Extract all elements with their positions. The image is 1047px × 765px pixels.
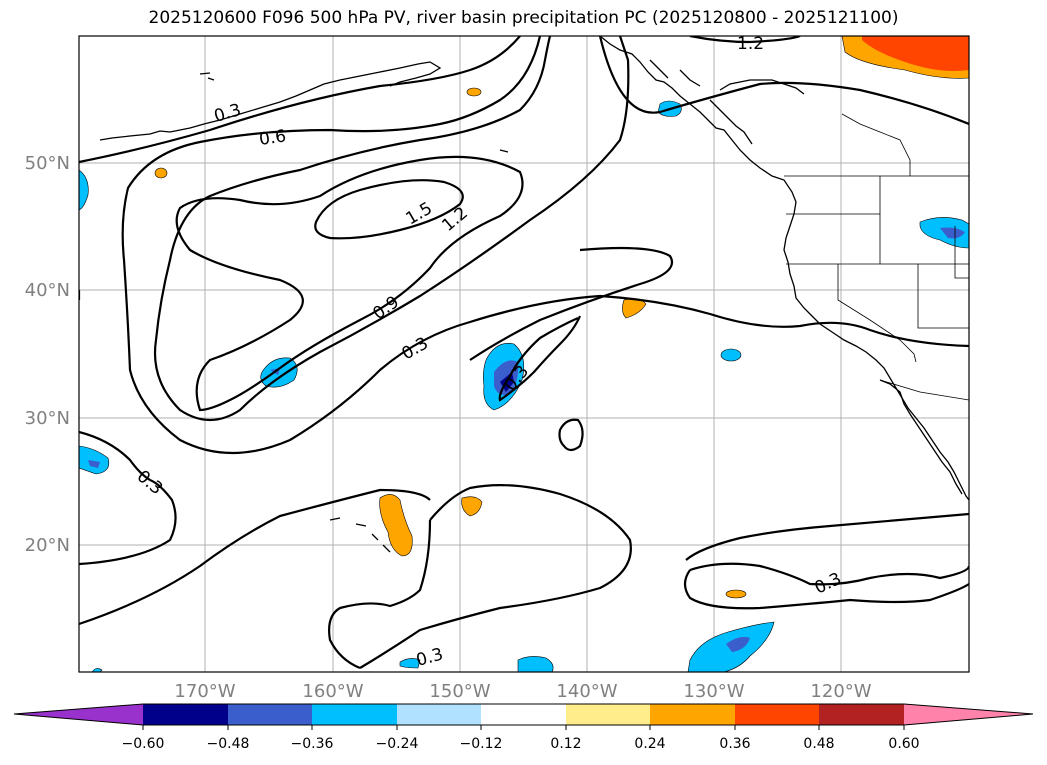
colorbar-tick-label: 0.12	[550, 736, 581, 752]
map-title: 2025120600 F096 500 hPa PV, river basin …	[148, 8, 899, 28]
colorbar-tick-label: −0.48	[207, 736, 250, 752]
coastlines	[99, 36, 969, 553]
lat-label: 40°N	[25, 280, 70, 301]
colorbar-tick-marks	[142, 725, 905, 730]
contour-label: 1.2	[737, 34, 764, 54]
colorbar-tick-label: 0.24	[634, 736, 665, 752]
lon-label: 130°W	[683, 681, 744, 702]
colorbar-swatch	[819, 704, 904, 725]
contour-label: 0.6	[258, 126, 288, 150]
longitude-labels: 170°W 160°W 150°W 140°W 130°W 120°W	[174, 681, 871, 702]
colorbar-left-extend	[14, 704, 143, 725]
colorbar-tick-label: −0.60	[122, 736, 165, 752]
colorbar-tick-label: −0.24	[376, 736, 419, 752]
lon-label: 160°W	[302, 681, 363, 702]
colorbar-swatch	[397, 704, 481, 725]
colorbar-swatch	[312, 704, 397, 725]
lon-label: 120°W	[810, 681, 871, 702]
lon-label: 140°W	[556, 681, 617, 702]
colorbar-swatch	[566, 704, 650, 725]
lon-label: 170°W	[174, 681, 235, 702]
colorbar-tick-label: −0.12	[460, 736, 503, 752]
colorbar-swatch	[228, 704, 312, 725]
lat-label: 30°N	[25, 408, 70, 429]
colorbar-tick-label: 0.48	[803, 736, 834, 752]
colorbar-swatch	[650, 704, 735, 725]
lat-label: 50°N	[25, 153, 70, 174]
state-borders	[784, 113, 969, 401]
colorbar-tick-label: 0.60	[888, 736, 919, 752]
lon-label: 150°W	[429, 681, 490, 702]
colorbar-tick-labels: −0.60 −0.48 −0.36 −0.24 −0.12 0.12 0.24 …	[122, 736, 920, 752]
colorbar-tick-label: 0.36	[719, 736, 750, 752]
colorbar-swatch	[735, 704, 819, 725]
colorbar-swatch	[143, 704, 228, 725]
pv-contours	[79, 36, 969, 670]
colorbar-right-extend	[904, 704, 1033, 725]
lat-label: 20°N	[25, 535, 70, 556]
map-border	[78, 35, 970, 673]
colorbar-tick-label: −0.36	[291, 736, 334, 752]
colorbar-swatch	[481, 704, 566, 725]
gridlines	[79, 36, 969, 672]
latitude-labels: 50°N 40°N 30°N 20°N	[25, 153, 70, 556]
colorbar: −0.60 −0.48 −0.36 −0.24 −0.12 0.12 0.24 …	[13, 703, 1034, 752]
precipitation-shading	[79, 36, 969, 672]
